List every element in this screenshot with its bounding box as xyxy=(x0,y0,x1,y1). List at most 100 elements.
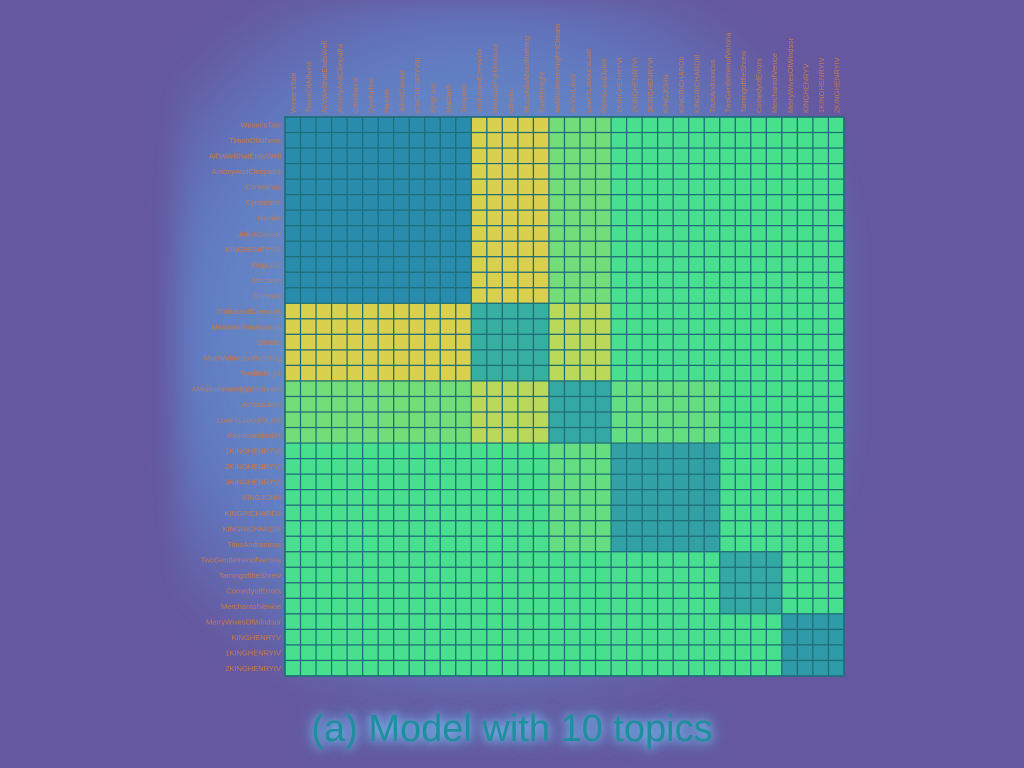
heatmap-cell xyxy=(610,225,628,242)
heatmap-cell xyxy=(626,131,643,149)
heatmap-cell xyxy=(284,395,302,413)
heatmap-cell xyxy=(532,131,550,149)
heatmap-cell xyxy=(393,178,410,196)
heatmap-cell xyxy=(734,194,752,211)
heatmap-cell xyxy=(315,287,333,304)
heatmap-cell xyxy=(765,349,783,367)
heatmap-cell xyxy=(330,364,348,382)
heatmap-cell xyxy=(486,411,503,429)
heatmap-cell xyxy=(532,489,550,506)
column-label: 3KINGHENRYVI xyxy=(646,57,655,113)
heatmap-cell xyxy=(408,178,426,196)
heatmap-cell xyxy=(765,644,783,662)
heatmap-cell xyxy=(563,380,581,398)
heatmap-cell xyxy=(579,582,597,599)
heatmap-cell xyxy=(299,333,317,351)
heatmap-cell xyxy=(330,271,348,289)
heatmap-cell xyxy=(796,178,814,196)
heatmap-cell xyxy=(408,644,426,662)
heatmap-cell xyxy=(750,256,767,273)
heatmap-cell xyxy=(781,442,799,460)
heatmap-cell xyxy=(734,442,752,460)
heatmap-cell xyxy=(284,628,302,646)
heatmap-cell xyxy=(703,535,721,553)
heatmap-cell xyxy=(563,225,581,242)
heatmap-cell xyxy=(486,147,503,165)
heatmap-cell xyxy=(765,364,783,382)
heatmap-cell xyxy=(470,256,488,273)
heatmap-cell xyxy=(408,489,426,506)
heatmap-cell xyxy=(796,364,814,382)
heatmap-cell xyxy=(688,520,705,537)
heatmap-cell xyxy=(346,582,364,599)
heatmap-cell xyxy=(563,271,581,289)
heatmap-cell xyxy=(657,411,674,429)
heatmap-cell xyxy=(719,489,736,506)
heatmap-cell xyxy=(486,426,503,444)
heatmap-cell xyxy=(377,659,395,677)
heatmap-cell xyxy=(827,426,845,444)
heatmap-cell xyxy=(299,597,317,615)
heatmap-cell xyxy=(501,194,519,211)
heatmap-cell xyxy=(284,566,302,584)
heatmap-cell xyxy=(439,458,457,475)
heatmap-cell xyxy=(672,225,690,242)
heatmap-cell xyxy=(408,116,426,134)
heatmap-cell xyxy=(688,426,705,444)
heatmap-cell xyxy=(501,349,519,367)
heatmap-cell xyxy=(657,442,674,460)
heatmap-cell xyxy=(470,520,488,537)
heatmap-cell xyxy=(641,256,659,273)
heatmap-cell xyxy=(672,256,690,273)
heatmap-cell xyxy=(377,194,395,211)
heatmap-cell xyxy=(672,411,690,429)
heatmap-cell xyxy=(719,364,736,382)
heatmap-cell xyxy=(688,566,705,584)
heatmap-cell xyxy=(393,659,410,677)
heatmap-cell xyxy=(486,349,503,367)
heatmap-cell xyxy=(765,131,783,149)
column-label: MerryWivesOfWindsor xyxy=(786,37,795,113)
heatmap-cell xyxy=(517,256,535,273)
heatmap-cell xyxy=(594,442,612,460)
heatmap-cell xyxy=(594,659,612,677)
heatmap-cell xyxy=(781,504,799,522)
heatmap-cell xyxy=(610,395,628,413)
heatmap-cell xyxy=(455,566,472,584)
heatmap-cell xyxy=(501,426,519,444)
heatmap-cell xyxy=(579,256,597,273)
heatmap-cell xyxy=(501,644,519,662)
column-label: Othello xyxy=(506,89,515,113)
heatmap-cell xyxy=(579,333,597,351)
heatmap-cell xyxy=(703,240,721,258)
heatmap-cell xyxy=(486,566,503,584)
column-label: MerchantofVenice xyxy=(770,53,779,113)
heatmap-cell xyxy=(688,504,705,522)
heatmap-cell xyxy=(346,411,364,429)
heatmap-cell xyxy=(330,194,348,211)
heatmap-cell xyxy=(455,349,472,367)
heatmap-cell xyxy=(672,194,690,211)
heatmap-cell xyxy=(486,489,503,506)
heatmap-cell xyxy=(532,256,550,273)
heatmap-cell xyxy=(470,395,488,413)
heatmap-cell xyxy=(765,659,783,677)
row-label: KINGRICHARDIII xyxy=(222,524,281,533)
heatmap-cell xyxy=(594,287,612,304)
heatmap-cell xyxy=(346,535,364,553)
heatmap-cell xyxy=(827,178,845,196)
heatmap-cell xyxy=(284,349,302,367)
heatmap-cell xyxy=(812,256,830,273)
heatmap-cell xyxy=(501,597,519,615)
heatmap-cell xyxy=(424,178,441,196)
heatmap-cell xyxy=(688,162,705,180)
heatmap-cell xyxy=(470,225,488,242)
heatmap-cell xyxy=(796,209,814,227)
row-label: All'sWellthatEndsWell xyxy=(209,152,281,161)
heatmap-cell xyxy=(346,458,364,475)
heatmap-cell xyxy=(377,520,395,537)
heatmap-cell xyxy=(626,566,643,584)
heatmap-cell xyxy=(299,256,317,273)
heatmap-cell xyxy=(563,364,581,382)
heatmap-cell xyxy=(812,178,830,196)
